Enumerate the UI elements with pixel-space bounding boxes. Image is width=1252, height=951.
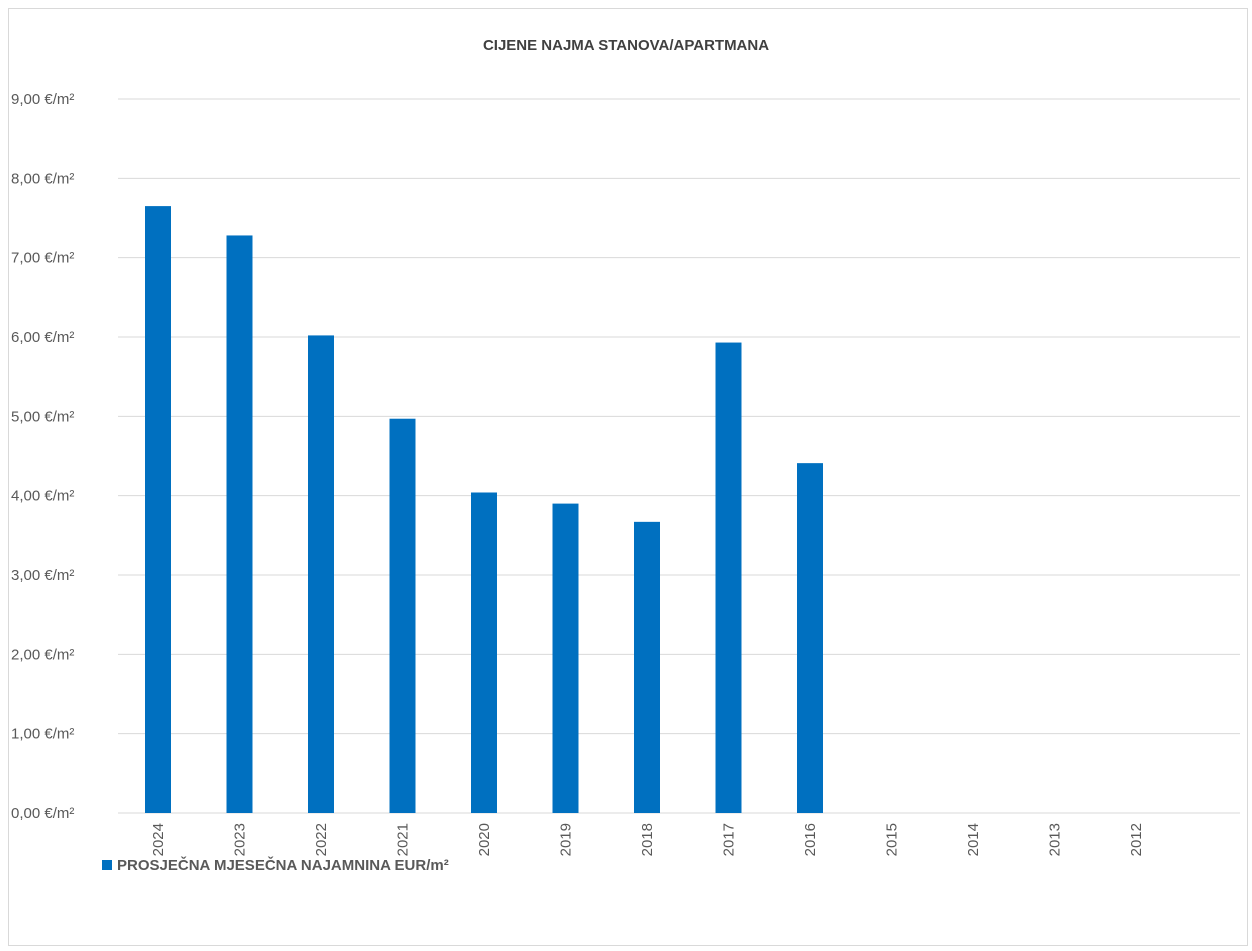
x-axis-ticks: 2024 2023 2022 2021 2020 2019 2018 2017 2016 2015… xyxy=(150,823,1145,856)
y-tick-label: 4,00 €/m² xyxy=(11,488,74,505)
bar-2022 xyxy=(308,335,334,813)
y-tick-label: 8,00 €/m² xyxy=(11,170,74,187)
y-tick-label: 7,00 €/m² xyxy=(11,250,74,267)
bar-2023 xyxy=(226,235,253,813)
x-tick-label: 2023 xyxy=(232,823,249,856)
y-tick-label: 9,00 €/m² xyxy=(11,91,74,108)
y-tick-label: 3,00 €/m² xyxy=(11,567,74,584)
x-tick-label: 2013 xyxy=(1047,823,1064,856)
x-tick-label: 2022 xyxy=(313,823,330,856)
y-tick-label: 2,00 €/m² xyxy=(11,646,74,663)
x-tick-label: 2016 xyxy=(802,823,819,856)
legend-label: PROSJEČNA MJESEČNA NAJAMNINA EUR/m² xyxy=(117,856,449,874)
bar-2024 xyxy=(145,206,171,814)
gridlines xyxy=(118,98,1240,814)
x-tick-label: 2021 xyxy=(395,823,412,856)
x-tick-label: 2014 xyxy=(965,823,982,856)
bar-2019 xyxy=(552,503,579,813)
x-tick-label: 2012 xyxy=(1128,823,1145,856)
x-tick-label: 2024 xyxy=(150,823,167,856)
y-tick-label: 1,00 €/m² xyxy=(11,726,74,743)
x-tick-label: 2020 xyxy=(476,823,493,856)
bar-2018 xyxy=(634,521,660,813)
y-tick-label: 0,00 €/m² xyxy=(11,805,74,822)
chart-title: CIJENE NAJMA STANOVA/APARTMANA xyxy=(483,37,769,54)
chart-frame xyxy=(8,8,1248,946)
legend-swatch xyxy=(102,860,112,870)
bar-2016 xyxy=(797,463,823,813)
bars xyxy=(145,206,823,814)
x-tick-label: 2015 xyxy=(884,823,901,856)
x-tick-label: 2017 xyxy=(721,823,738,856)
y-axis-ticks: 0,00 €/m² 1,00 €/m² 2,00 €/m² 3,00 €/m² 4,00… xyxy=(11,91,74,822)
x-tick-label: 2018 xyxy=(639,823,656,856)
bar-2017 xyxy=(715,342,742,813)
legend: PROSJEČNA MJESEČNA NAJAMNINA EUR/m² xyxy=(102,856,449,874)
x-tick-label: 2019 xyxy=(558,823,575,856)
bar-2020 xyxy=(471,492,497,813)
y-tick-label: 6,00 €/m² xyxy=(11,329,74,346)
bar-2021 xyxy=(389,418,416,813)
y-tick-label: 5,00 €/m² xyxy=(11,408,74,425)
